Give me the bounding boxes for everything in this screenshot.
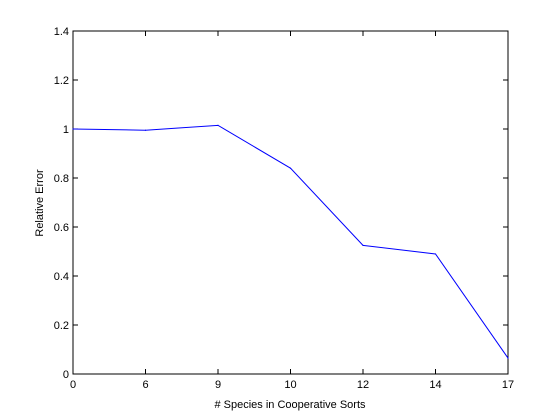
data-point — [217, 124, 219, 126]
x-tick-label: 9 — [215, 379, 221, 391]
x-axis-ticks: 0 6 9 10 12 14 17 — [70, 31, 514, 391]
y-tick-label: 0.2 — [54, 320, 69, 332]
y-axis-ticks: 0 0.2 0.4 0.6 0.8 1 1.2 1.4 — [54, 26, 508, 381]
x-tick-label: 0 — [70, 379, 76, 391]
x-tick-label: 12 — [357, 379, 369, 391]
series-layer — [72, 124, 509, 359]
y-tick-label: 1 — [63, 124, 69, 136]
y-tick-label: 0 — [63, 369, 69, 381]
y-tick-label: 0.8 — [54, 173, 69, 185]
x-axis-label: # Species in Cooperative Sorts — [214, 399, 366, 411]
data-point — [434, 253, 437, 255]
y-tick-label: 0.6 — [54, 222, 69, 234]
data-point — [144, 129, 147, 131]
plot-area — [72, 30, 509, 375]
data-point — [72, 128, 74, 130]
x-tick-label: 10 — [284, 379, 296, 391]
data-point — [507, 357, 509, 359]
y-tick-label: 0.4 — [54, 271, 69, 283]
y-tick-label: 1.4 — [54, 26, 69, 38]
x-tick-label: 17 — [502, 379, 514, 391]
y-axis-label: Relative Error — [34, 169, 46, 237]
x-tick-label: 6 — [142, 379, 148, 391]
data-point — [289, 167, 292, 169]
data-point — [362, 244, 364, 246]
y-tick-label: 1.2 — [54, 75, 69, 87]
x-tick-label: 14 — [429, 379, 441, 391]
